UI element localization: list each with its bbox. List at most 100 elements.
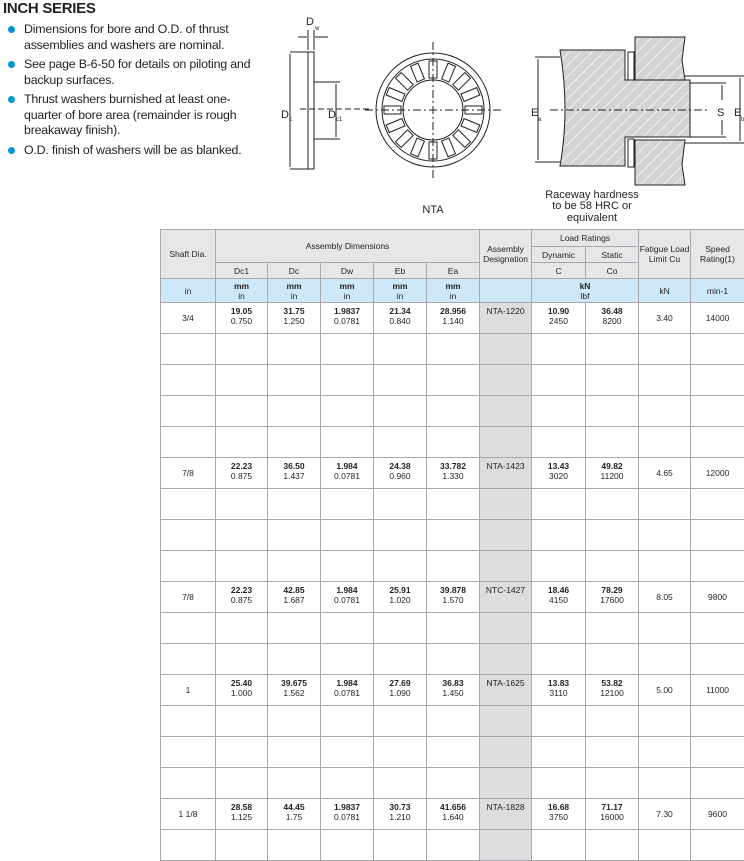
- blank-row: [161, 706, 744, 737]
- empty-cell: [321, 830, 374, 861]
- empty-cell: [216, 520, 268, 551]
- unit-empty: [480, 279, 532, 303]
- empty-cell: [321, 334, 374, 365]
- empty-cell: [374, 520, 427, 551]
- roller: [461, 119, 480, 133]
- blank-row: [161, 768, 744, 799]
- svg-text:c: c: [289, 117, 292, 123]
- cell-fatigue: 3.40: [639, 303, 691, 334]
- empty-cell: [321, 613, 374, 644]
- cell-speed: 14000: [691, 303, 744, 334]
- empty-cell: [161, 830, 216, 861]
- side-view: [290, 30, 370, 169]
- empty-cell: [691, 644, 744, 675]
- empty-cell: [161, 706, 216, 737]
- roller: [411, 138, 425, 157]
- empty-cell: [532, 768, 586, 799]
- empty-cell: [480, 644, 532, 675]
- empty-cell: [427, 768, 480, 799]
- blank-row: [161, 830, 744, 861]
- empty-cell: [216, 768, 268, 799]
- empty-cell: [639, 551, 691, 582]
- empty-cell: [639, 768, 691, 799]
- empty-cell: [427, 551, 480, 582]
- empty-cell: [321, 644, 374, 675]
- roller: [386, 119, 405, 133]
- empty-cell: [374, 613, 427, 644]
- empty-cell: [586, 427, 639, 458]
- header-speed: Speed Rating(1): [691, 230, 744, 279]
- header-assembly-dimensions: Assembly Dimensions: [216, 230, 480, 263]
- empty-cell: [691, 737, 744, 768]
- empty-cell: [480, 551, 532, 582]
- svg-text:a: a: [538, 117, 542, 123]
- empty-cell: [586, 706, 639, 737]
- empty-cell: [532, 365, 586, 396]
- note-item: Dimensions for bore and O.D. of thrust a…: [6, 22, 268, 53]
- symbol: C: [532, 263, 586, 279]
- section-view: [535, 37, 744, 185]
- cell-speed: 12000: [691, 458, 744, 489]
- empty-cell: [586, 613, 639, 644]
- empty-cell: [639, 489, 691, 520]
- empty-cell: [161, 768, 216, 799]
- empty-cell: [480, 427, 532, 458]
- empty-cell: [427, 706, 480, 737]
- empty-cell: [691, 830, 744, 861]
- empty-cell: [161, 365, 216, 396]
- empty-cell: [427, 830, 480, 861]
- symbol: Dc: [268, 263, 321, 279]
- cell-fatigue: 8.05: [639, 582, 691, 613]
- empty-cell: [586, 644, 639, 675]
- header-load-ratings: Load Ratings: [532, 230, 639, 247]
- empty-cell: [161, 644, 216, 675]
- blank-row: [161, 365, 744, 396]
- empty-cell: [639, 520, 691, 551]
- empty-cell: [639, 830, 691, 861]
- roller: [396, 73, 414, 91]
- section-title: INCH SERIES: [3, 0, 96, 17]
- empty-cell: [161, 427, 216, 458]
- empty-cell: [639, 334, 691, 365]
- roller: [461, 88, 480, 102]
- blank-row: [161, 520, 744, 551]
- empty-cell: [374, 365, 427, 396]
- empty-cell: [321, 365, 374, 396]
- header-static: Static: [586, 247, 639, 263]
- dc-label: D: [281, 109, 289, 121]
- cell-shaft: 1 1/8: [161, 799, 216, 830]
- front-view: [365, 42, 501, 178]
- symbol: Co: [586, 263, 639, 279]
- empty-cell: [216, 427, 268, 458]
- empty-cell: [532, 706, 586, 737]
- note-item: Thrust washers burnished at least one-qu…: [6, 92, 268, 139]
- empty-cell: [532, 644, 586, 675]
- empty-cell: [480, 334, 532, 365]
- empty-cell: [532, 334, 586, 365]
- blank-row: [161, 396, 744, 427]
- symbol: Dw: [321, 263, 374, 279]
- svg-text:equivalent: equivalent: [567, 212, 617, 224]
- empty-cell: [216, 613, 268, 644]
- notes-list: Dimensions for bore and O.D. of thrust a…: [6, 22, 268, 162]
- empty-cell: [161, 551, 216, 582]
- empty-cell: [268, 396, 321, 427]
- empty-cell: [586, 737, 639, 768]
- empty-cell: [532, 489, 586, 520]
